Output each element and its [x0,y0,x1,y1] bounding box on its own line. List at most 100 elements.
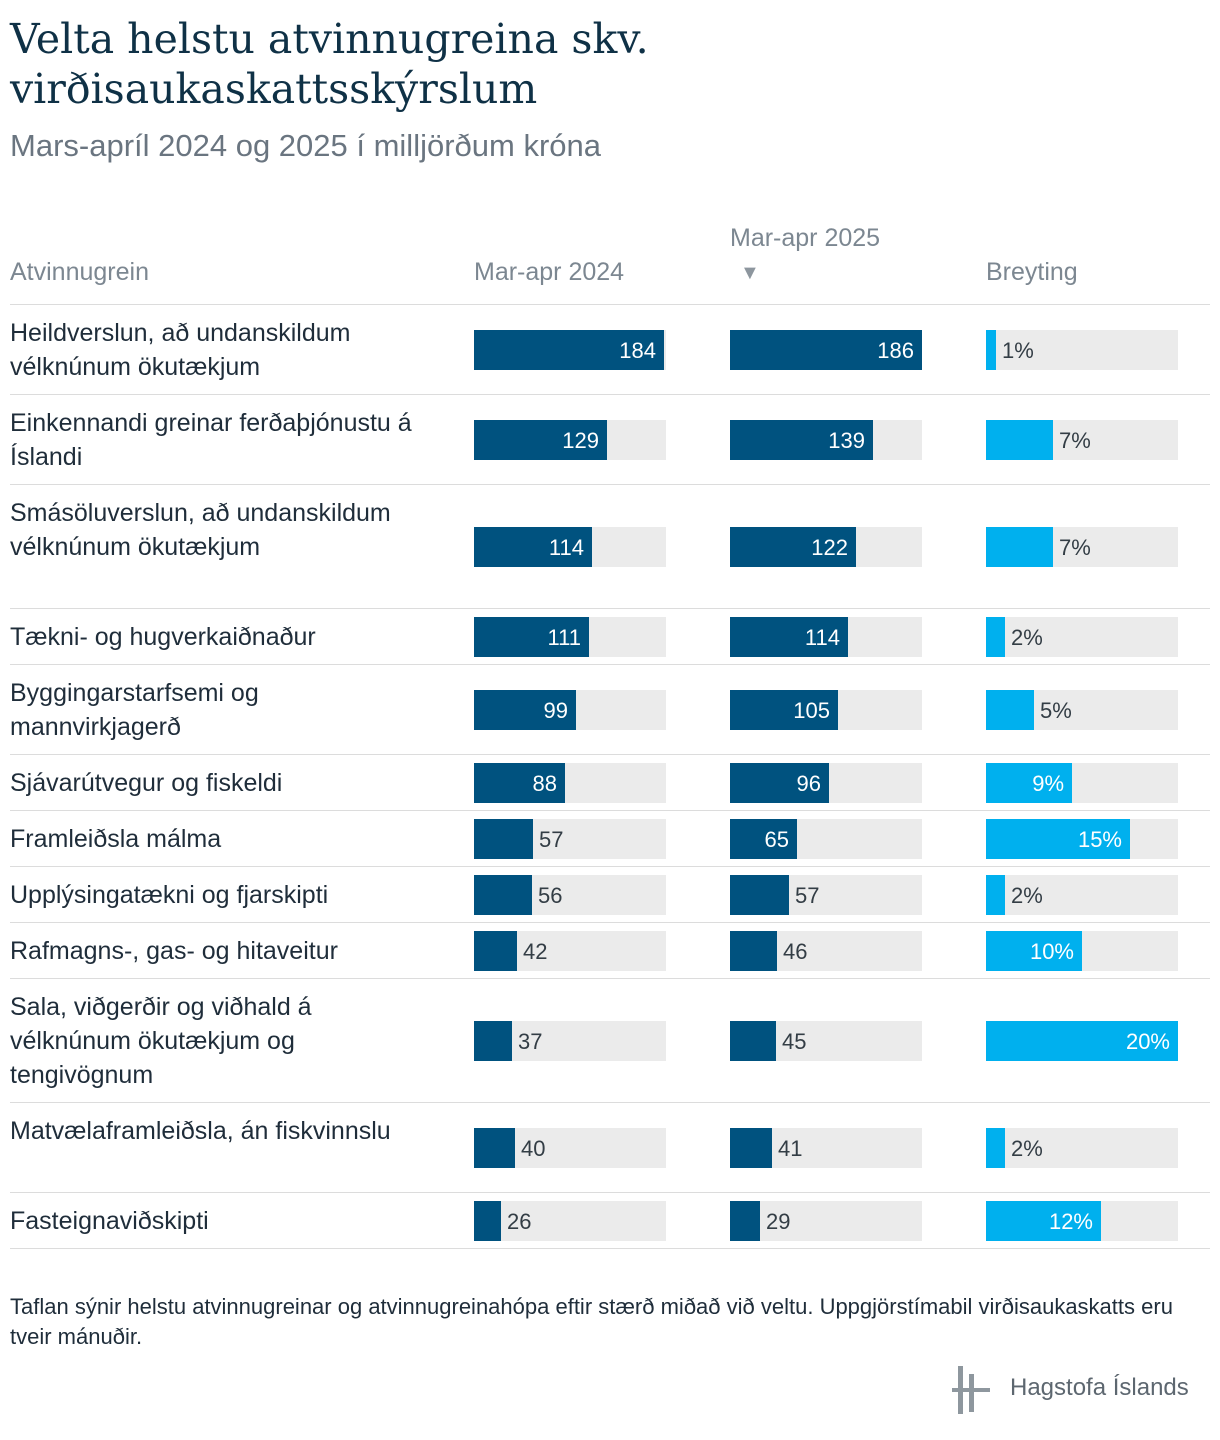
bar-2025-track: 122 [730,527,922,567]
bar-change-track: 15% [986,819,1178,859]
industry-label: Matvælaframleiðsla, án fiskvinnslu [10,1117,391,1145]
industry-label: Einkennandi greinar ferðaþjónustu á Ísla… [10,409,412,471]
bar-2025-track: 45 [730,1021,922,1061]
chart-title: Velta helstu atvinnugreina skv. virðisau… [10,15,649,113]
bar-2024-track: 111 [474,617,666,657]
table-row: Matvælaframleiðsla, án fiskvinnslu 40 41 2% [0,1103,1220,1193]
bar-change [986,330,996,370]
column-header-change[interactable]: Breyting [986,258,1078,286]
bar-change-track: 10% [986,931,1178,971]
industry-label: Fasteignaviðskipti [10,1207,209,1235]
bar-change [986,819,1130,859]
column-header-2025[interactable]: Mar-apr 2025 [730,224,881,252]
bar-2024-track: 99 [474,690,666,730]
bar-2024-value-label: 129 [562,428,599,453]
bar-2024 [474,1021,512,1061]
bar-2025-value-label: 122 [811,535,848,560]
bar-change-track: 9% [986,763,1178,803]
bar-change [986,1021,1178,1061]
bar-change [986,690,1034,730]
column-header-industry[interactable]: Atvinnugrein [10,258,149,286]
bar-2024-value-label: 37 [518,1029,543,1054]
industry-label: Sjávarútvegur og fiskeldi [10,769,283,797]
bar-2024-track: 26 [474,1201,666,1241]
industry-label: Sala, viðgerðir og viðhald á vélknúnum ö… [10,993,312,1089]
bar-change-value-label: 5% [1040,698,1072,723]
bar-change-value-label: 20% [1125,1029,1170,1054]
industry-label: Tækni- og hugverkaiðnaður [10,623,316,651]
bar-change [986,617,1005,657]
row-divider [10,1102,1210,1103]
bar-2025-track: 41 [730,1128,922,1168]
bar-change-value-label: 2% [1011,1136,1043,1161]
bar-2025-track: 46 [730,931,922,971]
bar-2025 [730,1128,772,1168]
row-divider [10,664,1210,665]
bar-change-value-label: 12% [1048,1209,1093,1234]
bar-2024 [474,931,517,971]
bar-change-value-label: 10% [1029,939,1074,964]
chart-subtitle: Mars-apríl 2024 og 2025 í milljörðum kró… [10,128,601,163]
bar-2025-track: 29 [730,1201,922,1241]
bar-change-value-label: 7% [1059,428,1091,453]
bar-2024 [474,819,533,859]
bar-2024 [474,617,589,657]
sort-descending-icon[interactable]: ▼ [740,262,760,284]
bar-change-track: 12% [986,1201,1178,1241]
industry-label: Rafmagns-, gas- og hitaveitur [10,937,338,965]
bar-2024 [474,875,532,915]
bar-change [986,1128,1005,1168]
bar-2024-value-label: 42 [523,939,548,964]
hagstofa-logo-icon [952,1366,990,1414]
bar-2025-value-label: 57 [795,883,820,908]
bar-2025-value-label: 96 [796,771,821,796]
row-divider [10,1192,1210,1193]
hagstofa-logo: Hagstofa Íslands [952,1362,1202,1418]
bar-2025-value-label: 65 [764,827,789,852]
bar-change [986,420,1053,460]
row-divider [10,484,1210,485]
bar-2025 [730,617,848,657]
bar-2024-track: 42 [474,931,666,971]
footnote: Taflan sýnir helstu atvinnugreinar og at… [10,1294,1173,1349]
hagstofa-logo-text: Hagstofa Íslands [1010,1374,1189,1401]
bar-2025 [730,875,789,915]
bar-2025 [730,330,922,370]
bar-2024 [474,1128,515,1168]
bar-2025-value-label: 41 [778,1136,803,1161]
table-row: Byggingarstarfsemi og mannvirkjagerð 99 10… [0,665,1220,755]
row-divider [10,394,1210,395]
bar-2025 [730,690,838,730]
table-row: Heildverslun, að undanskildum vélknúnum … [0,305,1220,395]
bar-2025-value-label: 105 [793,698,830,723]
row-divider [10,810,1210,811]
column-header-2024[interactable]: Mar-apr 2024 [474,258,625,286]
row-divider [10,1248,1210,1249]
table-row: Einkennandi greinar ferðaþjónustu á Ísla… [0,395,1220,485]
bar-2024 [474,527,592,567]
bar-2024-value-label: 88 [532,771,557,796]
table-row: Fasteignaviðskipti 26 29 12% [0,1193,1220,1249]
bar-2025 [730,931,777,971]
bar-2025-value-label: 29 [766,1209,791,1234]
bar-change [986,875,1005,915]
row-divider [10,754,1210,755]
bar-2025-value-label: 114 [804,625,840,650]
bar-change-value-label: 2% [1011,883,1043,908]
bar-2025 [730,420,873,460]
bar-2025-track: 96 [730,763,922,803]
table-row: Sala, viðgerðir og viðhald á vélknúnum ö… [0,979,1220,1103]
bar-change [986,1201,1101,1241]
row-divider [10,978,1210,979]
bar-2025-value-label: 46 [783,939,808,964]
bar-2024 [474,763,565,803]
table-row: Upplýsingatækni og fjarskipti 56 57 2% [0,867,1220,923]
table-row: Sjávarútvegur og fiskeldi 88 96 9% [0,755,1220,811]
bar-2024-value-label: 99 [543,698,568,723]
bar-2025-track: 65 [730,819,922,859]
bar-2025-track: 57 [730,875,922,915]
table-row: Smásöluverslun, að undanskildum vélknúnu… [0,485,1220,609]
row-divider [10,608,1210,609]
bar-2024-value-label: 57 [539,827,564,852]
bar-2024-track: 114 [474,527,666,567]
